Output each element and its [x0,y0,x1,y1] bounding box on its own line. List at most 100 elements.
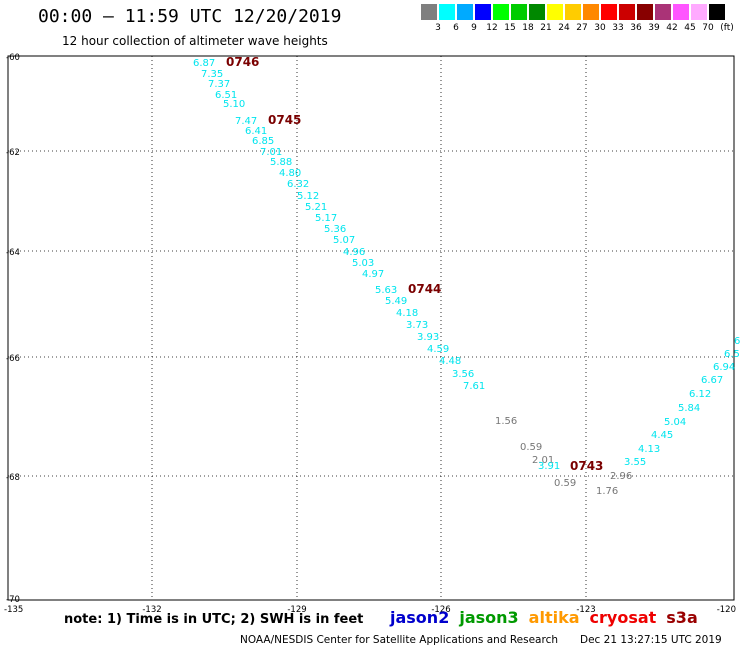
page-subtitle: 12 hour collection of altimeter wave hei… [62,34,328,48]
swh-value: 7.01 [260,147,282,158]
latitude-label: -64 [6,248,20,258]
longitude-label: -123 [576,605,595,615]
longitude-label: -129 [287,605,306,615]
longitude-label: -135 [4,605,23,615]
legend-swatch [529,4,545,20]
swh-value: 6.41 [245,126,267,137]
swh-value: 5.07 [333,235,355,246]
swh-value: 4.97 [362,269,384,280]
swh-value: 5.10 [223,99,245,110]
legend-label: 3 [435,23,441,33]
note-text: note: 1) Time is in UTC; 2) SWH is in fe… [64,612,364,627]
legend-label: 39 [648,23,660,33]
satellite-label-s3a: s3a [666,608,698,627]
swh-value: 6.85 [252,136,274,147]
swh-value: 3.91 [538,461,560,472]
legend-swatch [637,4,653,20]
legend-swatch [547,4,563,20]
legend-label: 18 [522,23,534,33]
legend-label: 45 [684,23,696,33]
legend-label: 12 [486,23,498,33]
swh-value: 6.51 [215,90,237,101]
legend-label: 70 [702,23,714,33]
footer-timestamp: Dec 21 13:27:15 UTC 2019 [580,634,722,646]
latitude-label: -62 [6,148,20,158]
legend-swatch [691,4,707,20]
legend-swatch [421,4,437,20]
swh-value: 5.84 [678,403,700,414]
swh-value: 4.13 [638,444,660,455]
swh-value: 4.48 [439,356,461,367]
satellite-label-altika: altika [528,608,580,627]
swh-value: 5.12 [297,191,319,202]
legend-swatch [493,4,509,20]
swh-value: 0.59 [554,478,576,489]
legend-label: 36 [630,23,642,33]
legend-label: 27 [576,23,588,33]
legend-label: 33 [612,23,624,33]
legend-label: 30 [594,23,606,33]
swh-value: 0.59 [520,442,542,453]
pass-time-label: 0743 [570,459,603,473]
legend-label: 21 [540,23,552,33]
legend-swatch [583,4,599,20]
legend-label: 6 [453,23,459,33]
legend-swatch [601,4,617,20]
swh-value: 3.93 [417,332,439,343]
longitude-label: -132 [142,605,161,615]
legend-label: 9 [471,23,477,33]
swh-value: 1.76 [596,486,618,497]
swh-value: 7.37 [208,79,230,90]
swh-value: 5.04 [664,417,686,428]
swh-value: 6.5 [724,349,740,360]
swh-value: 4.59 [427,344,449,355]
legend-swatch [619,4,635,20]
swh-value: 2.01 [532,455,554,466]
map-frame [7,55,735,601]
satellite-label-cryosat: cryosat [589,608,657,627]
swh-value: 4.96 [343,247,365,258]
legend-swatch [655,4,671,20]
pass-time-label: 0744 [408,282,441,296]
latitude-label: -68 [6,473,20,483]
swh-value: 6 [734,336,740,347]
swh-value: 2.96 [610,471,632,482]
pass-time-label: 0745 [268,113,301,127]
satellite-label-jason3: jason3 [459,608,519,627]
swh-value: 5.88 [270,157,292,168]
swh-value: 6.32 [287,179,309,190]
legend-unit: (ft) [720,23,734,33]
swh-value: 4.18 [396,308,418,319]
legend-swatch [673,4,689,20]
satellite-label-jason2: jason2 [390,608,450,627]
legend-swatch [475,4,491,20]
latitude-label: -66 [6,354,20,364]
swh-value: 5.17 [315,213,337,224]
swh-value: 4.45 [651,430,673,441]
longitude-label: -120 [717,605,736,615]
swh-value: 3.55 [624,457,646,468]
legend-swatch [511,4,527,20]
pass-time-label: 0746 [226,55,259,69]
swh-value: 5.36 [324,224,346,235]
swh-value: 4.80 [279,168,301,179]
swh-value: 5.03 [352,258,374,269]
longitude-label: -126 [431,605,450,615]
legend-label: 42 [666,23,678,33]
latitude-label: -70 [6,595,20,605]
swh-value: 3.73 [406,320,428,331]
swh-value: 1.56 [495,416,517,427]
swh-value: 3.56 [452,369,474,380]
legend-swatch [565,4,581,20]
latitude-label: -60 [6,53,20,63]
legend-swatch [439,4,455,20]
satellite-legend: jason2 jason3 altika cryosat s3a [390,608,708,627]
swh-value: 6.67 [701,375,723,386]
legend-swatch [457,4,473,20]
swh-value: 7.35 [201,69,223,80]
swh-value: 7.47 [235,116,257,127]
legend-swatch [709,4,725,20]
page-title: 00:00 – 11:59 UTC 12/20/2019 [38,6,342,27]
